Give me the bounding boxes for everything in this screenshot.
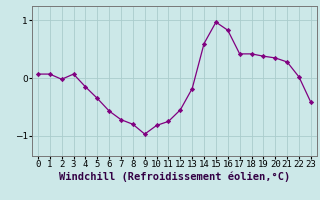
X-axis label: Windchill (Refroidissement éolien,°C): Windchill (Refroidissement éolien,°C) [59,172,290,182]
